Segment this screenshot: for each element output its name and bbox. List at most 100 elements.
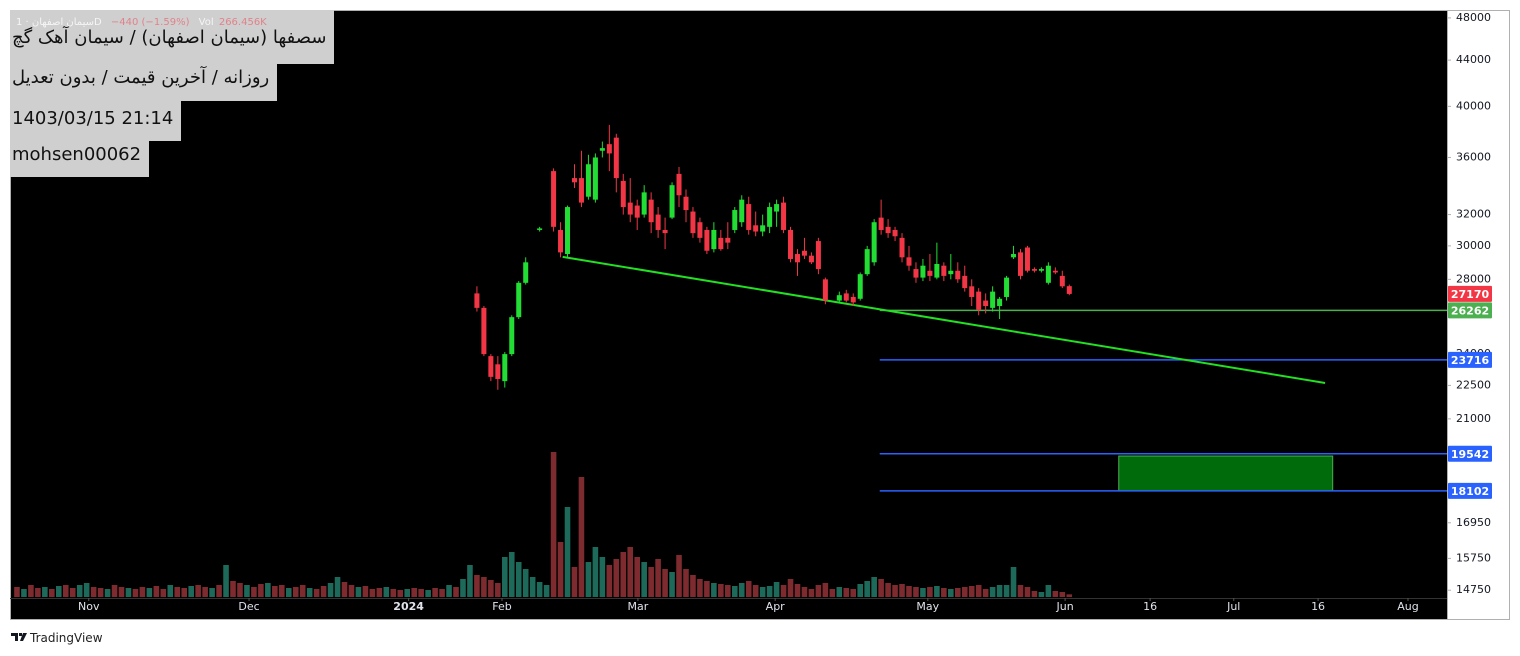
volume-bar bbox=[216, 585, 222, 597]
plot bbox=[14, 124, 1447, 597]
volume-bar bbox=[167, 585, 174, 597]
volume-bar bbox=[515, 562, 522, 597]
volume-bar bbox=[927, 587, 933, 597]
volume-bar bbox=[1059, 592, 1066, 597]
candle-body bbox=[1066, 286, 1072, 294]
volume-bar bbox=[376, 588, 383, 597]
line-price-label-box bbox=[1448, 351, 1492, 368]
volume-bar bbox=[711, 583, 717, 597]
candle-body bbox=[551, 171, 557, 227]
candle-body bbox=[732, 210, 738, 230]
candle-body bbox=[1004, 277, 1010, 297]
candle-body bbox=[620, 180, 626, 208]
volume-bar bbox=[369, 589, 376, 597]
volume-bar bbox=[725, 585, 731, 597]
change: −440 (−1.59%) bbox=[110, 17, 190, 28]
candle-body bbox=[613, 137, 619, 179]
brand: TradingView bbox=[30, 631, 103, 645]
volume-bar bbox=[425, 590, 431, 597]
volume-bar bbox=[432, 588, 438, 597]
candle-body bbox=[571, 178, 577, 183]
volume-bar bbox=[153, 586, 160, 597]
candle-body bbox=[634, 205, 640, 218]
volume-bar bbox=[968, 586, 975, 597]
volume-bar bbox=[913, 587, 919, 597]
volume-bar bbox=[104, 589, 111, 597]
volume-bar bbox=[690, 575, 696, 597]
x-tick-label: May bbox=[916, 600, 939, 613]
volume-bar bbox=[773, 582, 780, 597]
candle-body bbox=[836, 295, 842, 301]
volume-bar bbox=[550, 452, 557, 597]
footer: TradingView bbox=[10, 630, 103, 645]
watermark-line: 1403/03/15 21:14 bbox=[10, 101, 182, 141]
candle-body bbox=[822, 279, 828, 301]
x-tick-label: 2024 bbox=[393, 600, 424, 613]
candle-body bbox=[808, 255, 814, 263]
x-tick-label: Apr bbox=[766, 600, 786, 613]
volume-bar bbox=[989, 587, 996, 597]
candle-body bbox=[648, 199, 654, 223]
volume-bar bbox=[850, 589, 857, 597]
volume-bar bbox=[731, 586, 738, 597]
volume-bar bbox=[892, 585, 898, 597]
candle-body bbox=[690, 211, 696, 234]
volume-bar bbox=[49, 589, 55, 597]
volume-bar bbox=[83, 583, 90, 597]
candle-body bbox=[983, 300, 989, 307]
candle-body bbox=[509, 317, 515, 355]
x-tick-label: Nov bbox=[78, 600, 100, 613]
chart-frame bbox=[10, 10, 1510, 620]
volume-bar bbox=[42, 587, 48, 597]
legend-header: سیمان اصفهان · 1D −440 (−1.59%) Vol 266.… bbox=[16, 17, 273, 28]
candle-body bbox=[1045, 265, 1051, 283]
x-tick-label: Jun bbox=[1056, 600, 1074, 613]
volume-bar bbox=[195, 585, 201, 597]
candle-body bbox=[474, 293, 480, 308]
volume-bar bbox=[578, 477, 585, 597]
volume-bar bbox=[355, 587, 362, 597]
volume-bar bbox=[125, 588, 132, 597]
volume-bar bbox=[745, 581, 752, 597]
volume-bar bbox=[1038, 592, 1045, 597]
candle-body bbox=[495, 364, 501, 379]
candle-body bbox=[920, 265, 926, 278]
target-zone bbox=[1118, 455, 1334, 492]
candle-body bbox=[864, 249, 870, 275]
volume-bar bbox=[906, 586, 912, 597]
volume-bar bbox=[1066, 594, 1073, 597]
candle-body bbox=[976, 291, 982, 310]
candle-body bbox=[899, 237, 905, 258]
candle-body bbox=[1059, 275, 1065, 287]
candle-body bbox=[850, 296, 856, 303]
volume-bar bbox=[292, 587, 299, 597]
volume-bar bbox=[829, 589, 836, 597]
volume-bar bbox=[766, 586, 773, 597]
volume-bar bbox=[599, 557, 606, 597]
candle-body bbox=[871, 222, 877, 263]
y-tick-label: 14750 bbox=[1456, 583, 1491, 596]
volume-bar bbox=[815, 585, 822, 597]
volume-bar bbox=[920, 588, 926, 597]
line-price-label: 26262 bbox=[1451, 304, 1489, 317]
volume-bar bbox=[272, 586, 278, 597]
candle-body bbox=[948, 270, 954, 275]
volume-bar bbox=[676, 555, 682, 597]
volume-bar bbox=[244, 585, 250, 597]
candle-body bbox=[941, 265, 947, 276]
candle-body bbox=[892, 229, 898, 237]
candle-body bbox=[774, 204, 780, 212]
watermark-line: mohsen00062 bbox=[10, 141, 150, 177]
volume-bar bbox=[752, 585, 759, 597]
volume-bar bbox=[279, 585, 285, 597]
y-tick-label: 28000 bbox=[1456, 272, 1491, 285]
y-tick-label: 15750 bbox=[1456, 551, 1491, 564]
volume-bar bbox=[418, 589, 424, 597]
volume-bar bbox=[90, 587, 97, 597]
volume-bar bbox=[97, 588, 104, 597]
line-price-label: 19542 bbox=[1451, 448, 1489, 461]
volume-bar bbox=[313, 589, 320, 597]
volume-bar bbox=[258, 584, 264, 597]
candle-body bbox=[934, 263, 940, 278]
plot-background bbox=[10, 10, 1447, 620]
